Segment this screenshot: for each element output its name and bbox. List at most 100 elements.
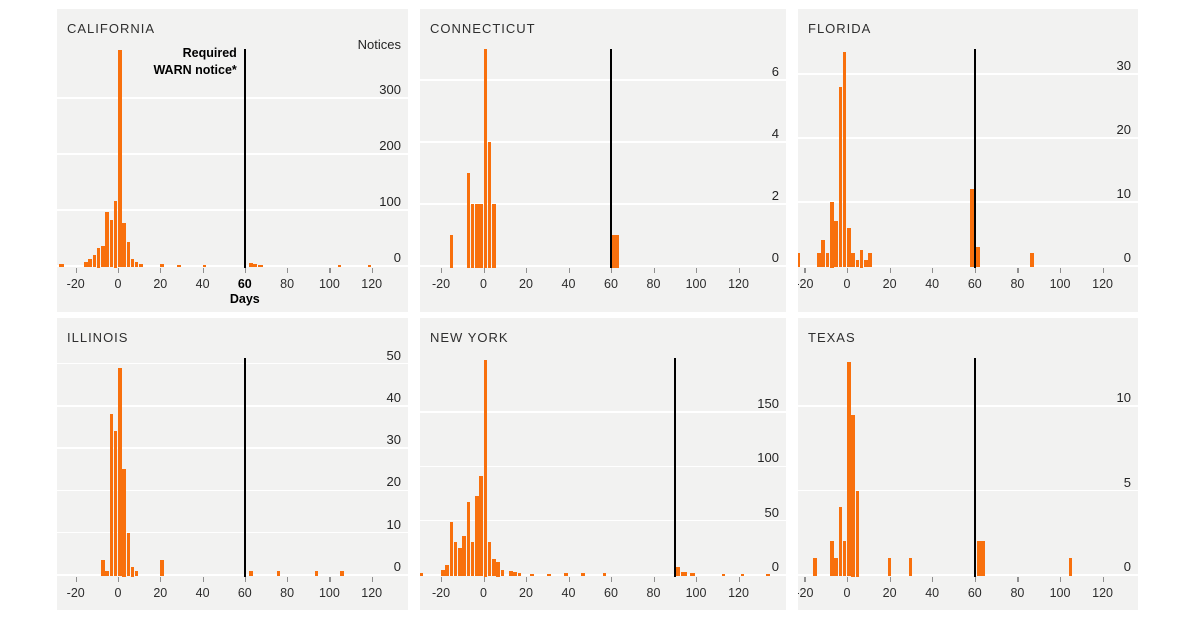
histogram-bar (1068, 558, 1073, 577)
histogram-bar (118, 50, 122, 268)
x-tick-label: 80 (646, 277, 661, 291)
x-tick-label: 0 (114, 586, 122, 600)
histogram-bar (492, 558, 496, 577)
y-tick-label: 0 (771, 250, 779, 265)
histogram-bar (855, 490, 860, 577)
histogram-bar (834, 558, 838, 577)
y-gridline (57, 447, 408, 449)
y-axis-title: Notices (357, 37, 401, 52)
y-tick-label: 20 (1116, 122, 1131, 137)
histogram-bar (202, 264, 207, 268)
histogram-bar (581, 572, 585, 577)
y-tick-label: 300 (379, 82, 401, 97)
x-tick-label: 40 (561, 277, 576, 291)
panel-title: ILLINOIS (67, 330, 129, 345)
histogram-bar (249, 263, 253, 268)
x-tick-label: -20 (798, 586, 814, 600)
histogram-bar (130, 258, 135, 268)
histogram-bar (453, 542, 458, 577)
x-tick (441, 577, 443, 582)
x-tick-label: 0 (480, 277, 487, 291)
histogram-bar (479, 476, 483, 577)
y-gridline (57, 97, 408, 99)
histogram-bar (88, 258, 92, 268)
histogram-bar (249, 570, 253, 577)
x-tick (804, 268, 806, 273)
histogram-bar (101, 246, 105, 268)
x-tick (738, 268, 740, 273)
histogram-bar (122, 469, 126, 577)
x-tick-label: 60 (237, 277, 252, 291)
histogram-bar (812, 558, 817, 577)
x-tick-label: 100 (685, 586, 707, 600)
warn-deadline-line (973, 49, 976, 268)
panel-connecticut: 0 2 4 6 -20 0 20 40 60 80 100 120 CONNECTICUT (420, 9, 786, 312)
histogram-bar (96, 247, 101, 268)
x-tick-label: -20 (431, 586, 451, 600)
histogram-bar (458, 547, 462, 577)
x-tick-label: 20 (153, 586, 168, 600)
histogram-bar (825, 253, 830, 268)
histogram-bar (118, 367, 122, 577)
histogram-bar (834, 221, 838, 268)
histogram-bar (337, 264, 342, 268)
warn-deadline-line (673, 358, 676, 577)
y-gridline (57, 405, 408, 407)
histogram-bar (92, 254, 97, 268)
y-tick-label: 10 (386, 516, 401, 532)
histogram-bar (84, 262, 88, 268)
histogram-bar (466, 173, 471, 268)
x-tick (653, 577, 655, 582)
histogram-bar (449, 521, 454, 577)
histogram-bar (58, 264, 65, 268)
x-tick (804, 577, 806, 582)
y-tick-label: 4 (771, 126, 779, 141)
histogram-bar (470, 204, 475, 268)
y-tick-label: 10 (1116, 390, 1131, 405)
histogram-bar (462, 535, 466, 577)
histogram-bar (113, 200, 118, 268)
panel-illinois: 0 10 20 30 40 50 -20 0 20 40 60 80 100 120 ILLINOIS (57, 318, 408, 610)
x-tick (371, 577, 373, 582)
panel-title: FLORIDA (808, 21, 872, 36)
x-tick (202, 268, 204, 273)
histogram-bar (847, 362, 851, 577)
histogram-bar (817, 253, 821, 268)
panel-texas: 0 5 10 -20 0 20 40 60 80 100 120 TEXAS (798, 318, 1138, 610)
x-tick (287, 268, 289, 273)
x-tick (847, 268, 849, 273)
histogram-bar (160, 560, 164, 577)
histogram-bar (798, 253, 800, 268)
x-tick (932, 577, 934, 582)
histogram-bar (257, 264, 264, 268)
y-tick-label: 2 (771, 188, 779, 203)
histogram-bar (676, 567, 680, 577)
histogram-bar (479, 204, 483, 268)
y-tick-label: 30 (1116, 58, 1131, 73)
histogram-bar (101, 560, 105, 577)
x-tick-label: 40 (925, 586, 940, 600)
x-tick-label: 120 (728, 586, 749, 600)
histogram-bar (134, 570, 139, 577)
x-tick (1017, 268, 1019, 273)
histogram-bar (838, 86, 843, 268)
histogram-bar (483, 360, 488, 577)
histogram-bar (821, 240, 826, 268)
histogram-bar (851, 253, 855, 268)
x-tick-label: 100 (685, 277, 707, 291)
y-tick-label: 0 (771, 559, 779, 574)
x-tick (1060, 577, 1062, 582)
x-tick (287, 577, 289, 582)
histogram-bar (602, 572, 607, 577)
x-tick (974, 268, 976, 273)
x-tick-label: 40 (561, 586, 576, 600)
y-gridline (57, 209, 408, 211)
x-tick (738, 577, 740, 582)
x-tick-label: -20 (66, 277, 85, 291)
panel-florida: 0 10 20 30 -20 0 20 40 60 80 100 120 FLORIDA (798, 9, 1138, 312)
y-gridline (420, 465, 786, 468)
x-tick (483, 577, 485, 582)
histogram-bar (487, 542, 492, 577)
x-tick (118, 577, 120, 582)
x-tick-label: 0 (480, 586, 487, 600)
